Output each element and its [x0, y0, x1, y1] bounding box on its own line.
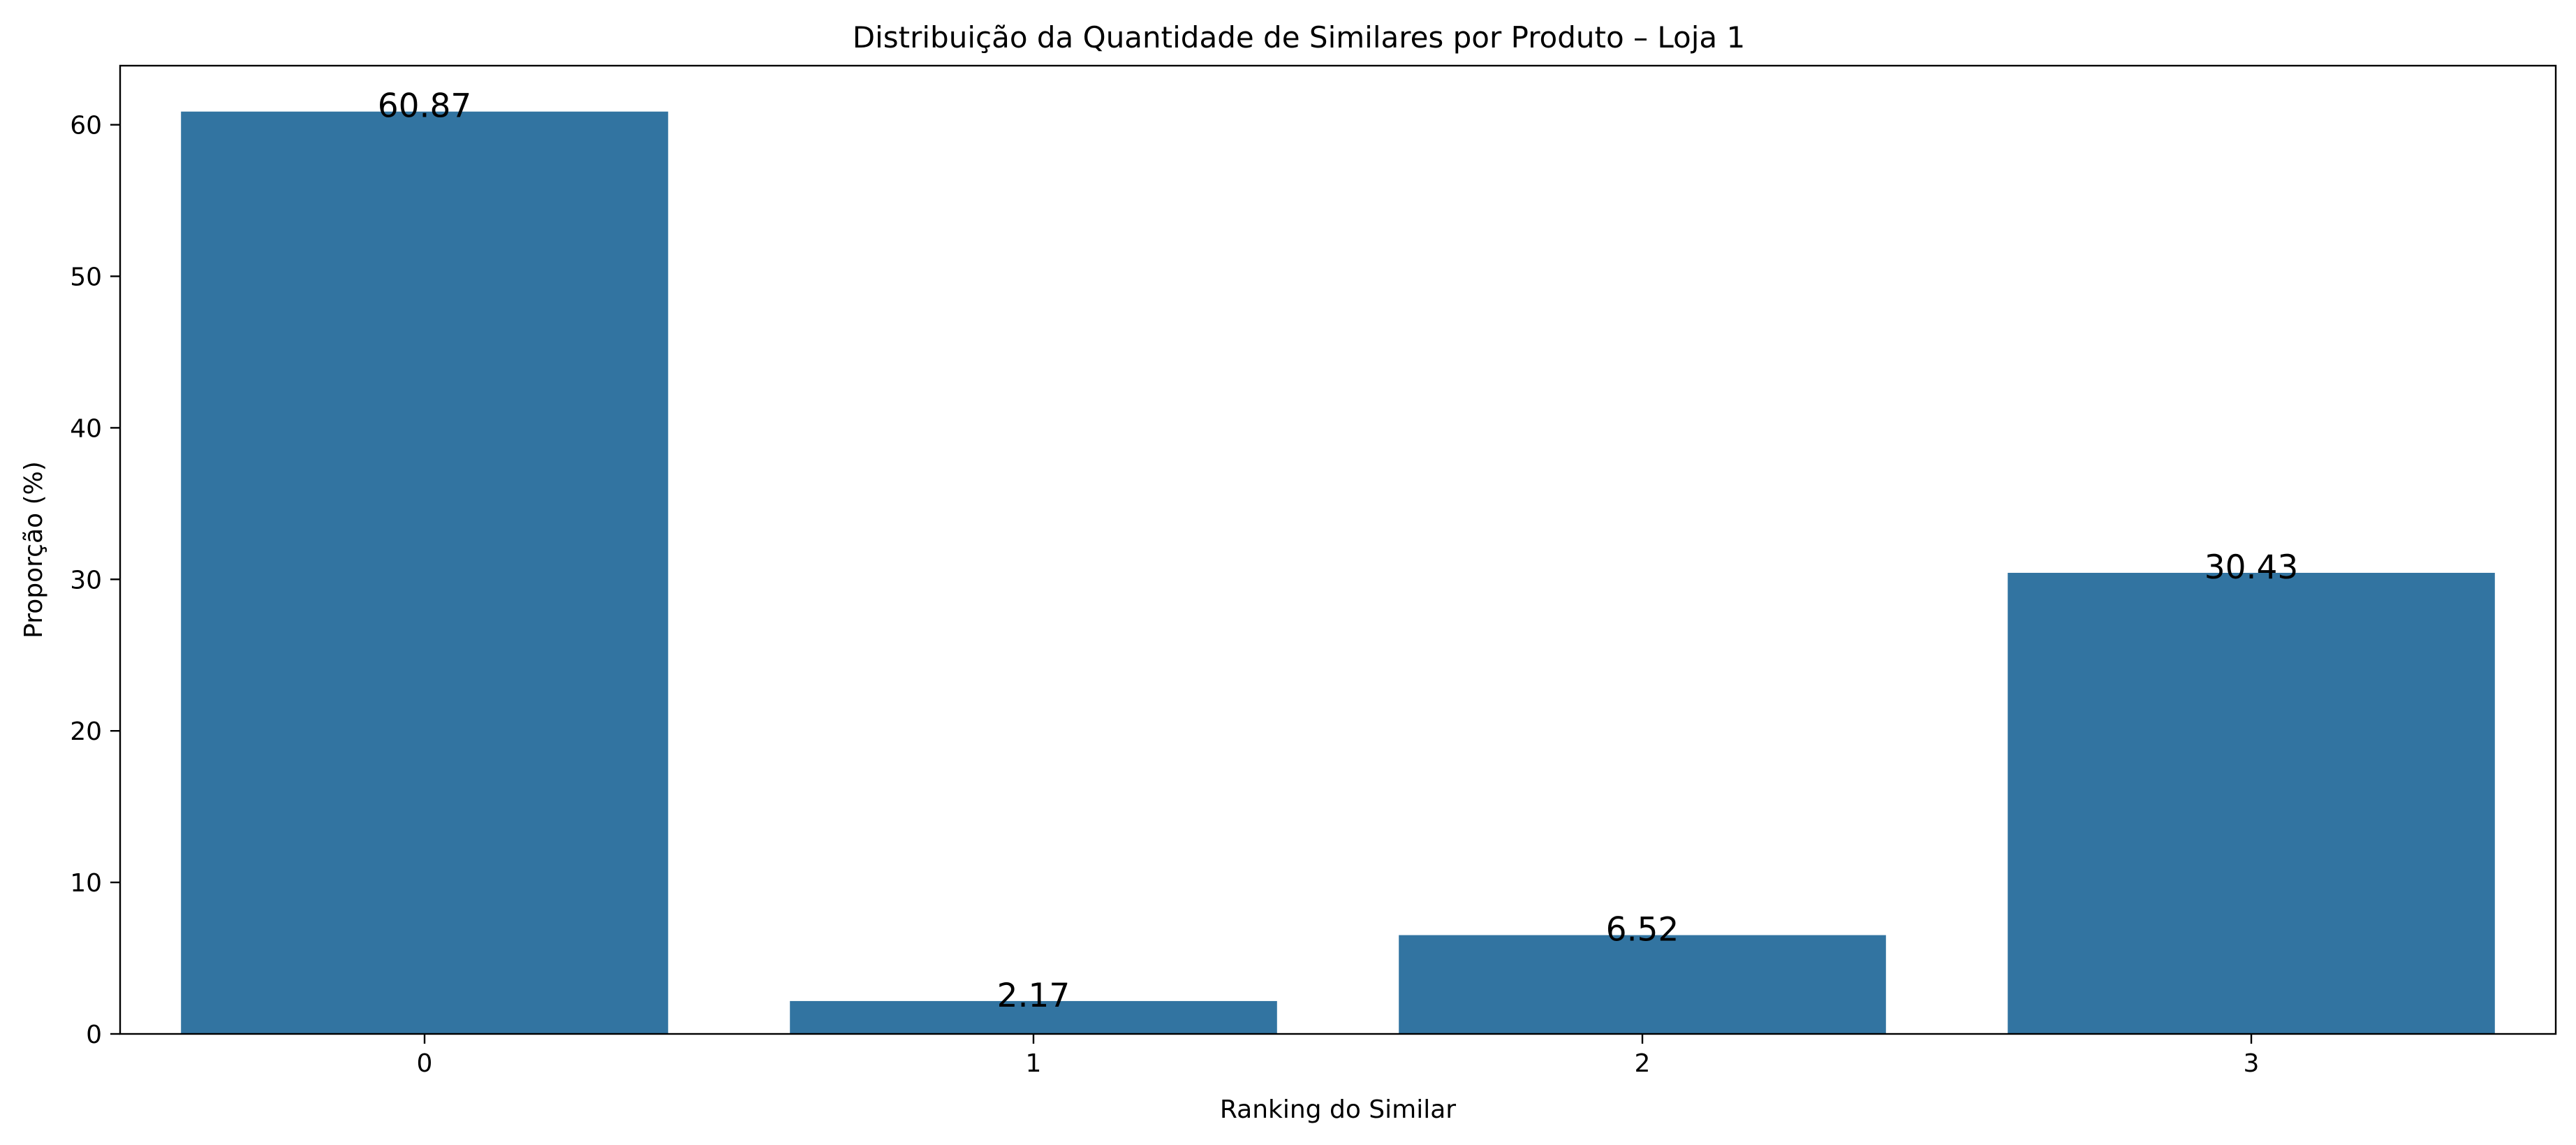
x-tick-label-1: 1 [1026, 1049, 1042, 1078]
data-labels-layer: 60.87 2.17 6.52 30.43 [378, 87, 2299, 1015]
data-label-1: 2.17 [997, 977, 1070, 1015]
x-axis-label: Ranking do Similar [1220, 1095, 1456, 1124]
bar-3 [2008, 572, 2495, 1034]
y-tick-label-60: 60 [70, 112, 102, 140]
data-label-0: 60.87 [378, 87, 472, 126]
chart-title: Distribuição da Quantidade de Similares … [853, 20, 1745, 54]
y-tick-label-0: 0 [86, 1021, 102, 1049]
y-tick-label-50: 50 [70, 263, 102, 291]
x-tick-label-2: 2 [1635, 1049, 1651, 1078]
bar-0 [181, 111, 668, 1034]
y-axis-label: Proporção (%) [20, 461, 48, 639]
data-label-2: 6.52 [1606, 911, 1679, 949]
x-axis: 0 1 2 3 [417, 1034, 2260, 1078]
y-tick-label-10: 10 [70, 869, 102, 898]
bar-2 [1399, 935, 1886, 1034]
bar-1 [790, 1000, 1277, 1034]
y-tick-label-20: 20 [70, 717, 102, 746]
y-axis: 0 10 20 30 40 50 60 [70, 112, 120, 1049]
bars-layer [181, 111, 2495, 1034]
data-label-3: 30.43 [2205, 548, 2299, 587]
y-tick-label-30: 30 [70, 566, 102, 595]
axes-frame [119, 64, 2557, 1035]
x-tick-label-3: 3 [2244, 1049, 2260, 1078]
x-tick-label-0: 0 [417, 1049, 433, 1078]
y-tick-label-40: 40 [70, 414, 102, 443]
